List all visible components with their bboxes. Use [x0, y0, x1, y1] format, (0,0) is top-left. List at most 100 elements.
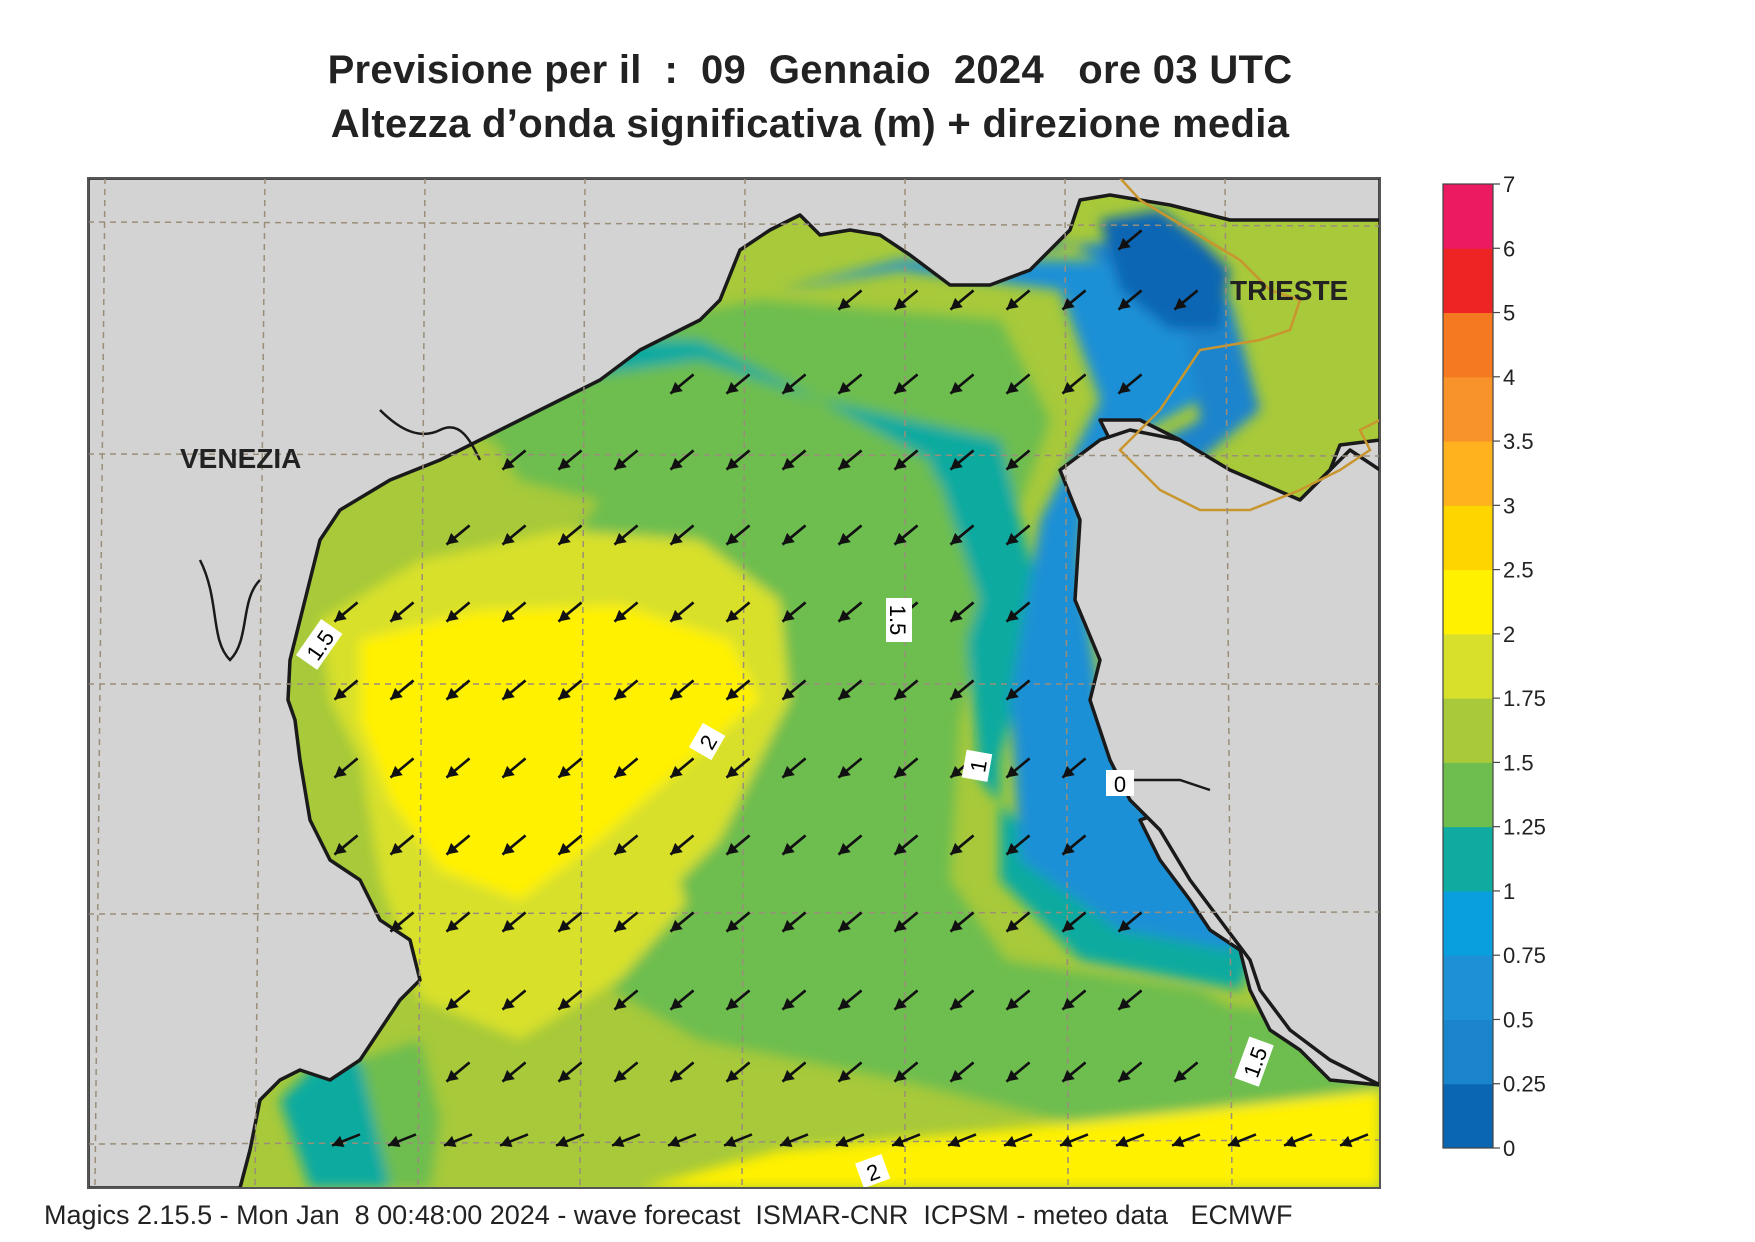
direction-arrow-head [1172, 1135, 1185, 1148]
direction-arrow-head [838, 609, 851, 622]
direction-arrow-head [446, 609, 459, 622]
direction-arrow-head [782, 842, 795, 855]
direction-arrow-head [950, 919, 963, 932]
direction-arrow-head [782, 1069, 795, 1082]
direction-arrow-head [950, 687, 963, 700]
direction-arrow-head [1174, 297, 1187, 310]
contour-label: 0 [1114, 772, 1126, 797]
direction-arrow-head [1006, 457, 1019, 470]
direction-arrow-head [950, 842, 963, 855]
direction-arrow-head [558, 842, 571, 855]
direction-arrow-head [1006, 297, 1019, 310]
direction-arrow-head [724, 1135, 737, 1148]
legend-swatch [1443, 1083, 1493, 1149]
direction-arrow-head [502, 842, 515, 855]
direction-arrow-head [502, 919, 515, 932]
national-border [1118, 178, 1380, 512]
direction-arrow-head [502, 609, 515, 622]
direction-arrow-head [1006, 1069, 1019, 1082]
direction-arrow-head [948, 1135, 961, 1148]
direction-arrow-head [1228, 1135, 1241, 1148]
direction-arrow-head [726, 1069, 739, 1082]
contour-label: 1 [965, 758, 992, 774]
direction-arrow-head [670, 842, 683, 855]
direction-arrow-head [838, 842, 851, 855]
direction-arrow-head [838, 457, 851, 470]
direction-arrow-head [1006, 765, 1019, 778]
direction-arrow-head [558, 609, 571, 622]
direction-arrow-head [1006, 919, 1019, 932]
legend-swatch [1443, 955, 1493, 1020]
legend-tick-label: 3.5 [1503, 429, 1534, 454]
direction-arrow-head [670, 609, 683, 622]
legend-swatch [1443, 569, 1493, 635]
direction-arrow-head [726, 457, 739, 470]
direction-arrow-head [390, 765, 403, 778]
direction-arrow-head [1118, 297, 1131, 310]
legend-swatch [1443, 698, 1493, 763]
direction-arrow-head [892, 1135, 905, 1148]
direction-arrow-head [502, 765, 515, 778]
direction-arrow-head [446, 919, 459, 932]
direction-arrow-head [502, 997, 515, 1010]
legend-tick-label: 5 [1503, 301, 1515, 326]
legend-tick-label: 2.5 [1503, 558, 1534, 583]
direction-arrow-head [502, 1069, 515, 1082]
direction-arrow-head [670, 532, 683, 545]
direction-arrow-head [670, 381, 683, 394]
variable-title: Altezza d’onda significativa (m) + direz… [330, 102, 1290, 146]
direction-arrow-head [782, 609, 795, 622]
direction-arrow-head [894, 765, 907, 778]
legend-tick-label: 0 [1503, 1136, 1515, 1161]
direction-arrow-head [1118, 381, 1131, 394]
direction-arrow-head [1062, 842, 1075, 855]
legend-tick-label: 0.5 [1503, 1007, 1534, 1032]
direction-arrow-head [1174, 1069, 1187, 1082]
direction-arrow-head [614, 919, 627, 932]
direction-arrow-head [390, 609, 403, 622]
direction-arrow-head [1006, 687, 1019, 700]
direction-arrow-head [1118, 1069, 1131, 1082]
direction-arrow-head [1062, 919, 1075, 932]
direction-arrow-head [444, 1135, 457, 1148]
direction-arrow-head [446, 532, 459, 545]
direction-arrow-head [838, 297, 851, 310]
direction-arrow-head [1006, 532, 1019, 545]
direction-arrow-head [446, 1069, 459, 1082]
istria-land [1058, 428, 1380, 1087]
direction-arrow-head [782, 457, 795, 470]
direction-arrow-head [502, 687, 515, 700]
direction-arrow-head [950, 381, 963, 394]
direction-arrow-head [502, 457, 515, 470]
direction-arrow-head [726, 997, 739, 1010]
legend-tick-label: 3 [1503, 493, 1515, 518]
wave-height-legend: 0 0.25 0.5 0.75 1 1.25 1.5 1.75 2 2.5 3 3.5 4 5 6 7 [1442, 172, 1546, 1161]
direction-arrow-head [950, 609, 963, 622]
forecast-date-title: Previsione per il : 09 Gennaio 2024 ore … [327, 48, 1293, 92]
direction-arrow-head [614, 457, 627, 470]
contour-label: 1.5 [885, 605, 910, 636]
direction-arrow-head [668, 1135, 681, 1148]
direction-arrow-head [782, 997, 795, 1010]
direction-arrow-head [558, 997, 571, 1010]
legend-swatch [1443, 890, 1493, 956]
direction-arrow-head [1062, 765, 1075, 778]
direction-arrow-head [1060, 1135, 1073, 1148]
legend-tick-label: 4 [1503, 365, 1515, 390]
direction-arrow-head [558, 1069, 571, 1082]
direction-arrow-head [782, 532, 795, 545]
direction-arrow-head [556, 1135, 569, 1148]
legend-swatch [1443, 1019, 1493, 1085]
direction-arrow-head [446, 687, 459, 700]
direction-arrow-head [838, 381, 851, 394]
direction-arrow-head [388, 1135, 401, 1148]
direction-arrow-head [500, 1135, 513, 1148]
direction-arrow-head [1004, 1135, 1017, 1148]
map-frame [87, 177, 1381, 1189]
direction-arrow-head [782, 381, 795, 394]
direction-arrow-head [726, 765, 739, 778]
graticule [88, 178, 1380, 1188]
direction-arrow-head [1006, 842, 1019, 855]
direction-arrow-head [614, 532, 627, 545]
legend-tick-label: 1.25 [1503, 815, 1546, 840]
